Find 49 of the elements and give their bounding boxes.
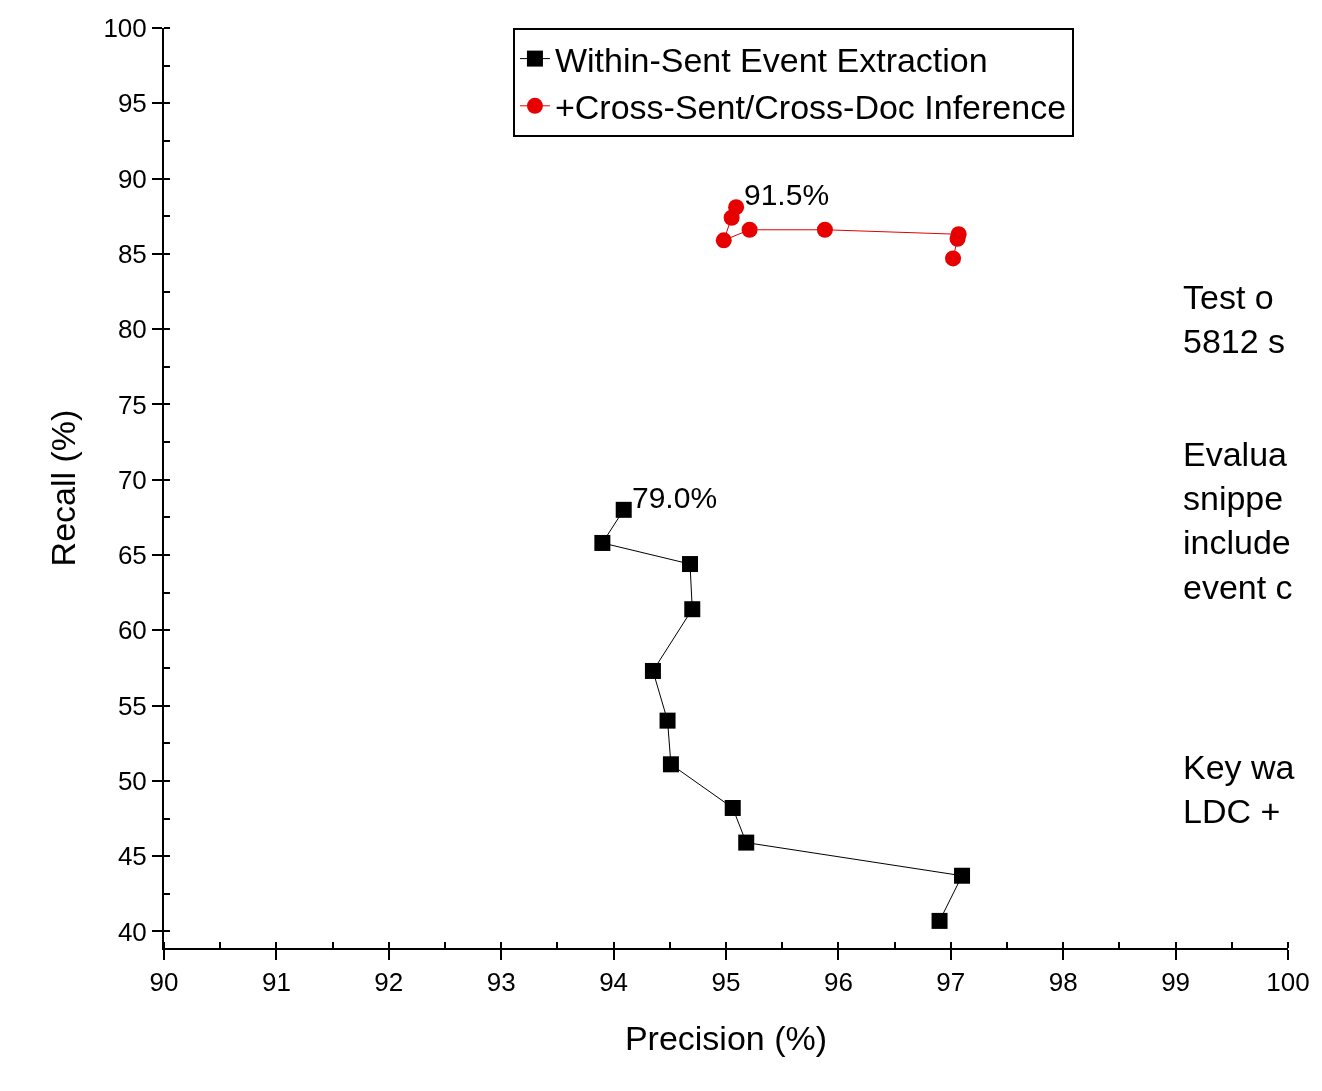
annotation: 79.0% xyxy=(632,481,718,514)
point xyxy=(738,834,755,851)
x-axis-title: Precision (%) xyxy=(624,1019,828,1057)
point xyxy=(723,209,740,226)
x-tick-label: 95 xyxy=(711,967,741,998)
annotation: 91.5% xyxy=(744,178,830,211)
x-tick-label: 92 xyxy=(374,967,404,998)
point xyxy=(724,799,741,816)
x-tick-label: 94 xyxy=(599,967,629,998)
y-tick-label: 90 xyxy=(117,163,147,194)
y-tick-label: 100 xyxy=(103,13,147,44)
x-tick-label: 96 xyxy=(823,967,853,998)
y-tick-label: 95 xyxy=(117,88,147,119)
annotation: Test o 5812 s xyxy=(1183,278,1286,361)
x-tick-label: 91 xyxy=(261,967,291,998)
y-tick-label: 40 xyxy=(117,916,147,947)
x-tick-label: 98 xyxy=(1048,967,1078,998)
y-tick-label: 55 xyxy=(117,690,147,721)
point xyxy=(615,501,632,518)
y-tick-label: 70 xyxy=(117,464,147,495)
x-tick-label: 97 xyxy=(936,967,966,998)
point xyxy=(682,556,699,573)
y-tick-label: 85 xyxy=(117,238,147,269)
point xyxy=(594,534,611,551)
x-tick-label: 99 xyxy=(1161,967,1191,998)
y-tick-label: 80 xyxy=(117,314,147,345)
y-tick-label: 50 xyxy=(117,765,147,796)
point xyxy=(715,232,732,249)
point xyxy=(662,756,679,773)
point xyxy=(816,221,833,238)
y-axis-title: Recall (%) xyxy=(43,409,82,567)
legend-label: Within-Sent Event Extraction xyxy=(554,40,988,79)
y-tick-label: 45 xyxy=(117,841,147,872)
annotation: Key wa LDC + xyxy=(1183,748,1295,831)
legend-label: +Cross-Sent/Cross-Doc Inference xyxy=(554,88,1067,127)
y-tick-label: 60 xyxy=(117,615,147,646)
point xyxy=(684,601,701,618)
x-tick-label: 93 xyxy=(486,967,516,998)
point xyxy=(644,662,661,679)
point xyxy=(741,221,758,238)
point xyxy=(931,912,948,929)
point xyxy=(659,712,676,729)
point xyxy=(945,250,962,267)
annotation: Evalua snippe include event c xyxy=(1183,435,1293,606)
x-tick-label: 100 xyxy=(1266,967,1310,998)
y-tick-label: 75 xyxy=(117,389,147,420)
point xyxy=(954,867,971,884)
x-tick-label: 90 xyxy=(149,967,179,998)
y-tick-label: 65 xyxy=(117,540,147,571)
